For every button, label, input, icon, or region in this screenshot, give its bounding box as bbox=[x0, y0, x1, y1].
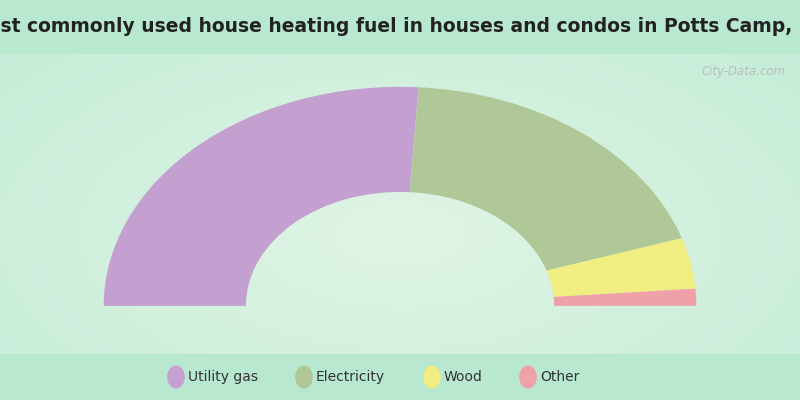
Text: Most commonly used house heating fuel in houses and condos in Potts Camp, MS: Most commonly used house heating fuel in… bbox=[0, 18, 800, 36]
Text: Other: Other bbox=[540, 370, 579, 384]
Wedge shape bbox=[546, 238, 695, 297]
Text: Electricity: Electricity bbox=[316, 370, 385, 384]
Ellipse shape bbox=[295, 366, 313, 388]
Text: City-Data.com: City-Data.com bbox=[701, 65, 785, 78]
Ellipse shape bbox=[167, 366, 185, 388]
Ellipse shape bbox=[519, 366, 537, 388]
Wedge shape bbox=[554, 289, 696, 306]
Wedge shape bbox=[410, 87, 682, 271]
Wedge shape bbox=[104, 87, 418, 306]
Text: Wood: Wood bbox=[444, 370, 483, 384]
Ellipse shape bbox=[423, 366, 441, 388]
Text: Utility gas: Utility gas bbox=[188, 370, 258, 384]
